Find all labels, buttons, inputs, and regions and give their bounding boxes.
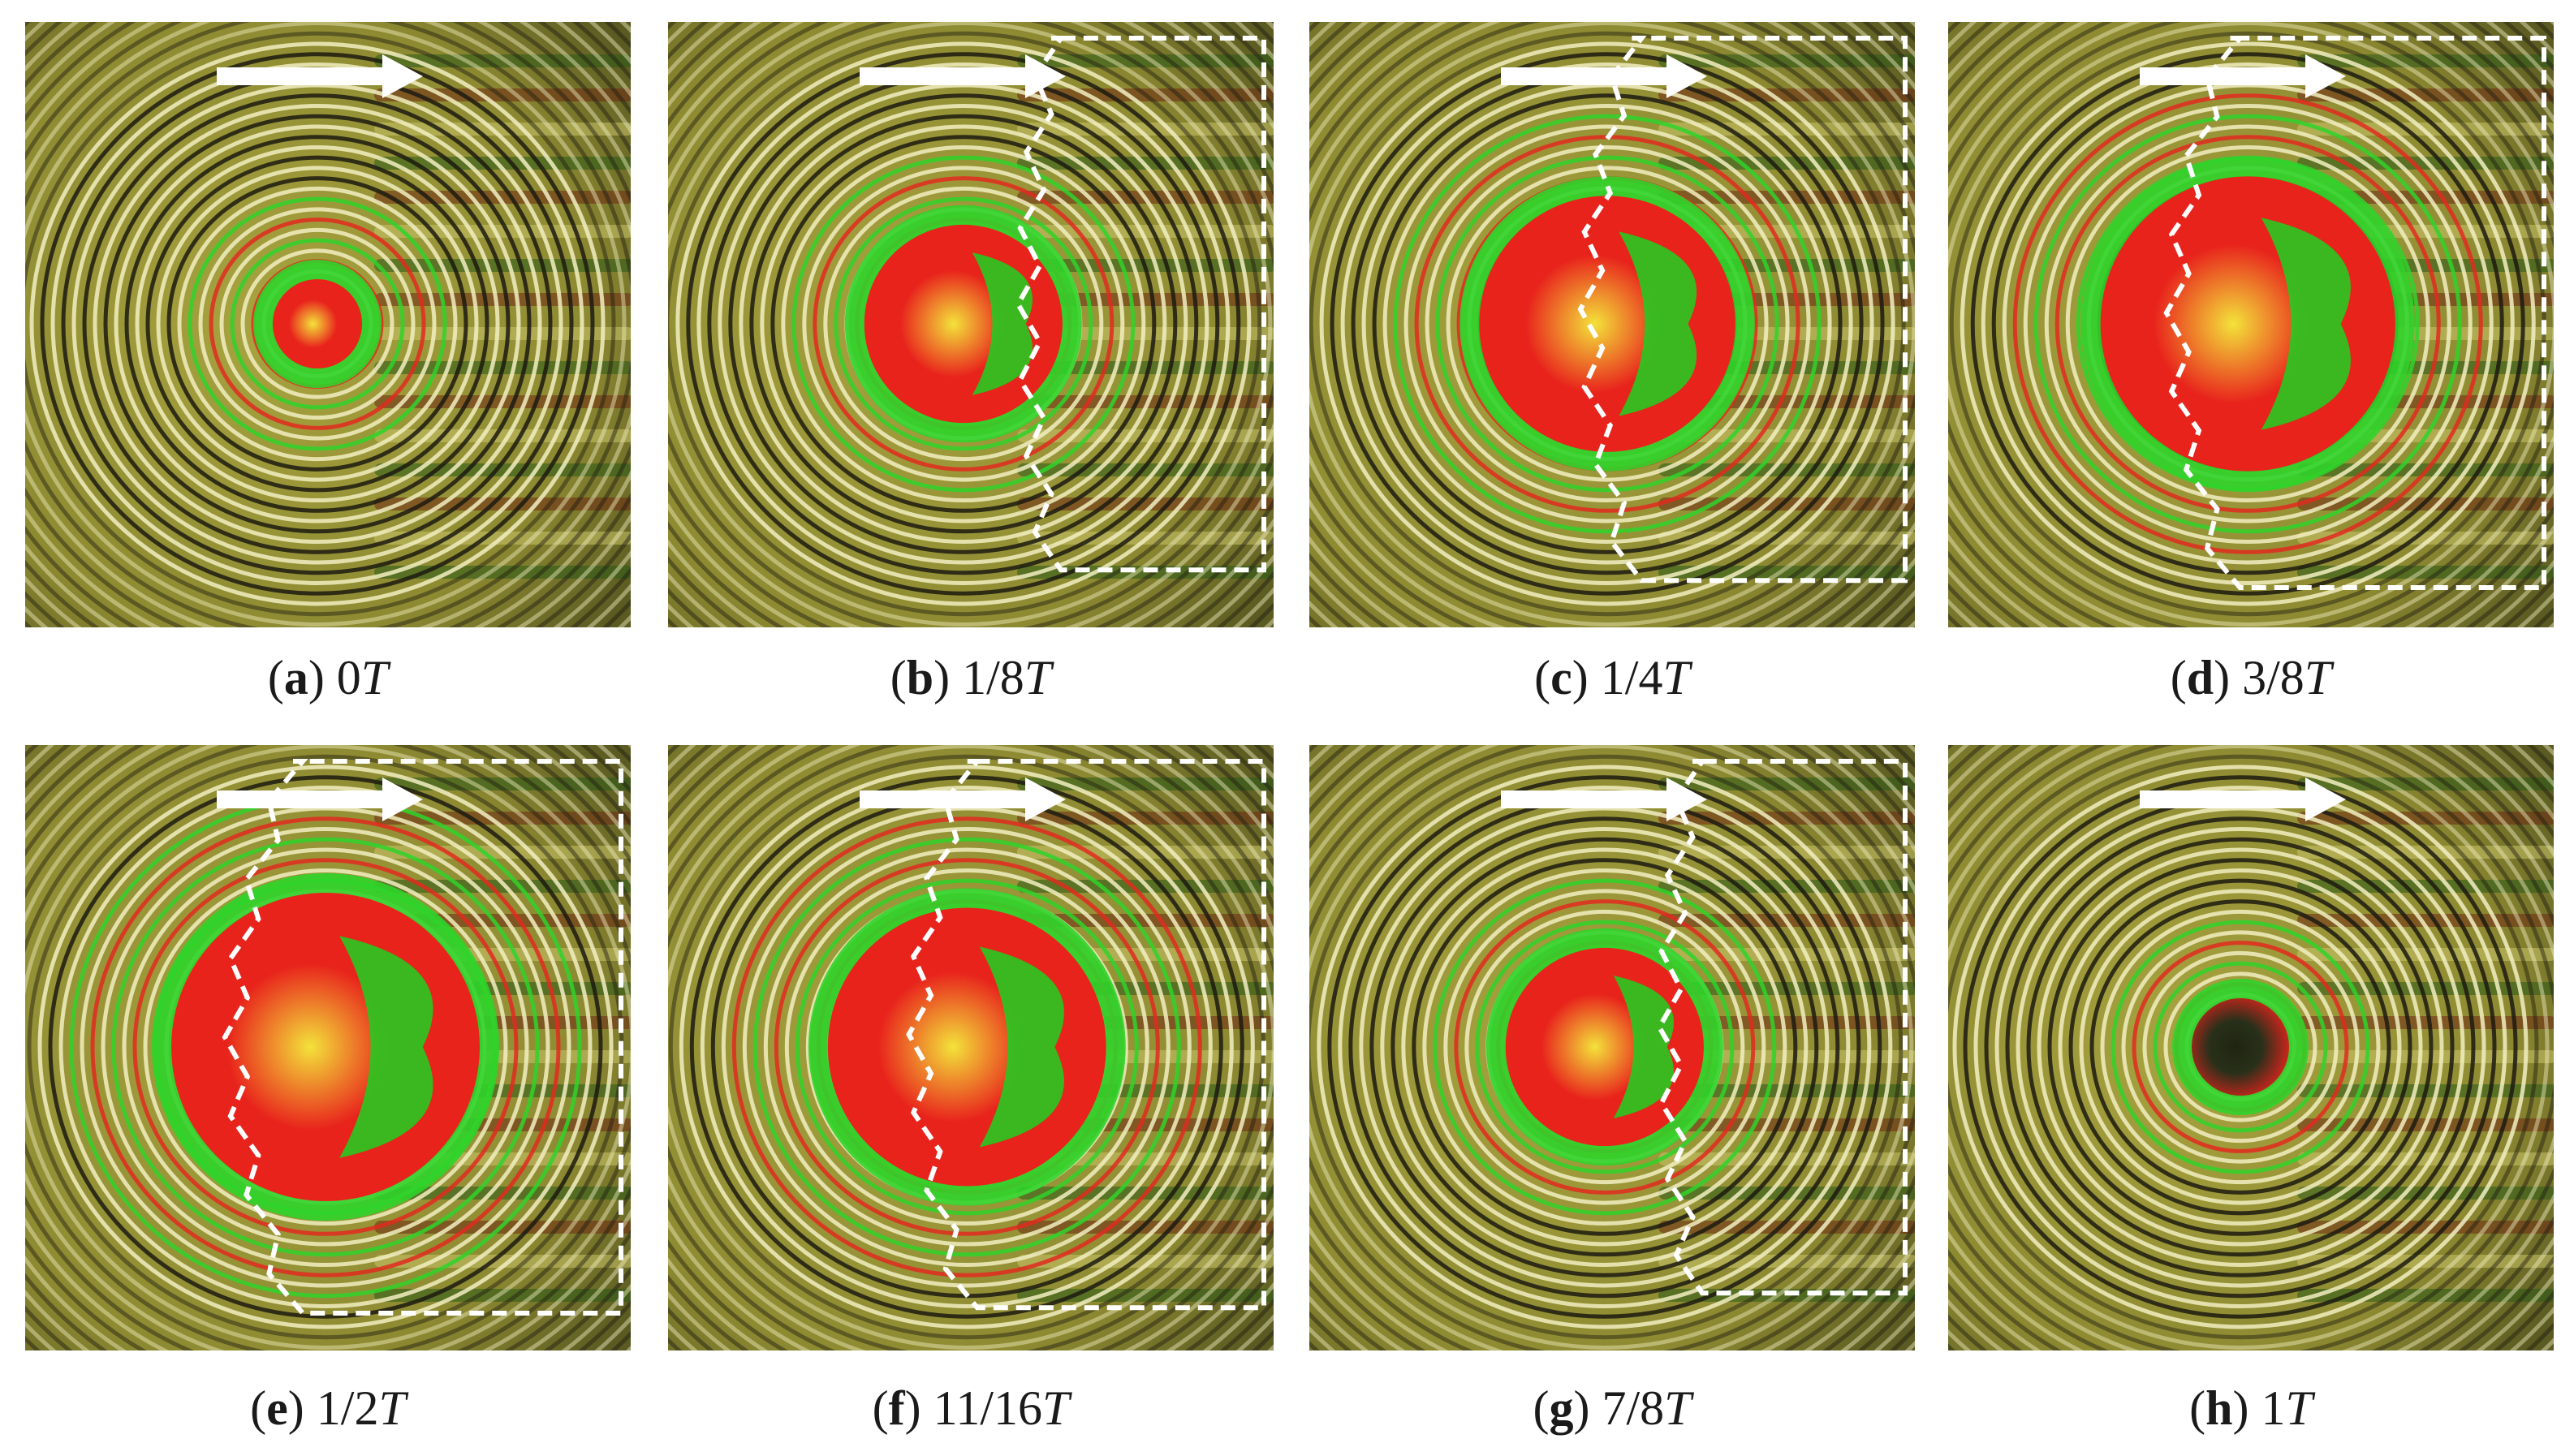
- caption-c: (c) 1/4T: [1534, 651, 1690, 704]
- dashed-boundary: [906, 759, 1266, 1311]
- caption-time: 1/4: [1600, 651, 1663, 704]
- dashed-boundary: [1656, 759, 1908, 1296]
- caption-unit: T: [360, 651, 389, 704]
- caption-unit: T: [1664, 1381, 1692, 1435]
- caption-unit: T: [2285, 1381, 2313, 1435]
- panel-d: [1948, 22, 2554, 627]
- caption-label: e: [266, 1381, 288, 1435]
- caption-unit: T: [1042, 1381, 1070, 1435]
- caption-time: 0: [336, 651, 361, 704]
- caption-label: d: [2186, 651, 2214, 704]
- panel-b: [668, 22, 1274, 627]
- dashed-boundary: [1577, 36, 1908, 584]
- panel-f: [668, 745, 1274, 1350]
- panel-a: [25, 22, 631, 627]
- caption-label: b: [906, 651, 934, 704]
- caption-time: 1/2: [316, 1381, 379, 1435]
- caption-time: 3/8: [2242, 651, 2305, 704]
- panel-e: [25, 745, 631, 1350]
- flow-arrow-icon: [217, 54, 423, 98]
- caption-h: (h) 1T: [2189, 1381, 2313, 1435]
- flow-arrow-icon: [860, 54, 1066, 98]
- dashed-boundary: [1015, 36, 1266, 573]
- caption-unit: T: [1662, 651, 1690, 704]
- dashed-boundary: [2163, 36, 2546, 591]
- caption-unit: T: [1024, 651, 1052, 704]
- fringe-image: [25, 22, 631, 627]
- flow-arrow-icon: [1501, 778, 1707, 821]
- fringe-image: [1948, 22, 2554, 627]
- flow-arrow-icon: [2140, 54, 2346, 98]
- caption-e: (e) 1/2T: [250, 1381, 406, 1435]
- caption-time: 7/8: [1602, 1381, 1665, 1435]
- fringe-image: [25, 745, 631, 1350]
- flow-arrow-icon: [1501, 54, 1707, 98]
- caption-time: 1/8: [962, 651, 1024, 704]
- caption-b: (b) 1/8T: [890, 651, 1052, 704]
- caption-label: c: [1550, 651, 1572, 704]
- flow-arrow-icon: [860, 778, 1066, 821]
- caption-a: (a) 0T: [267, 651, 389, 704]
- caption-label: a: [283, 651, 308, 704]
- panel-g: [1309, 745, 1915, 1350]
- fringe-image: [1948, 745, 2554, 1350]
- caption-unit: T: [378, 1381, 406, 1435]
- panel-h: [1948, 745, 2554, 1350]
- caption-time: 11/16: [933, 1381, 1043, 1435]
- caption-label: f: [888, 1381, 905, 1435]
- caption-label: g: [1549, 1381, 1574, 1435]
- caption-g: (g) 7/8T: [1533, 1381, 1692, 1435]
- flow-arrow-icon: [217, 778, 423, 821]
- fringe-image: [668, 745, 1274, 1350]
- caption-time: 1: [2261, 1381, 2286, 1435]
- caption-unit: T: [2304, 651, 2332, 704]
- caption-d: (d) 3/8T: [2170, 651, 2332, 704]
- panel-c: [1309, 22, 1915, 627]
- fringe-image: [668, 22, 1274, 627]
- fringe-image: [1309, 22, 1915, 627]
- dashed-boundary: [222, 759, 623, 1316]
- flow-arrow-icon: [2140, 778, 2346, 821]
- fringe-image: [1309, 745, 1915, 1350]
- caption-f: (f) 11/16T: [872, 1381, 1070, 1435]
- caption-label: h: [2205, 1381, 2233, 1435]
